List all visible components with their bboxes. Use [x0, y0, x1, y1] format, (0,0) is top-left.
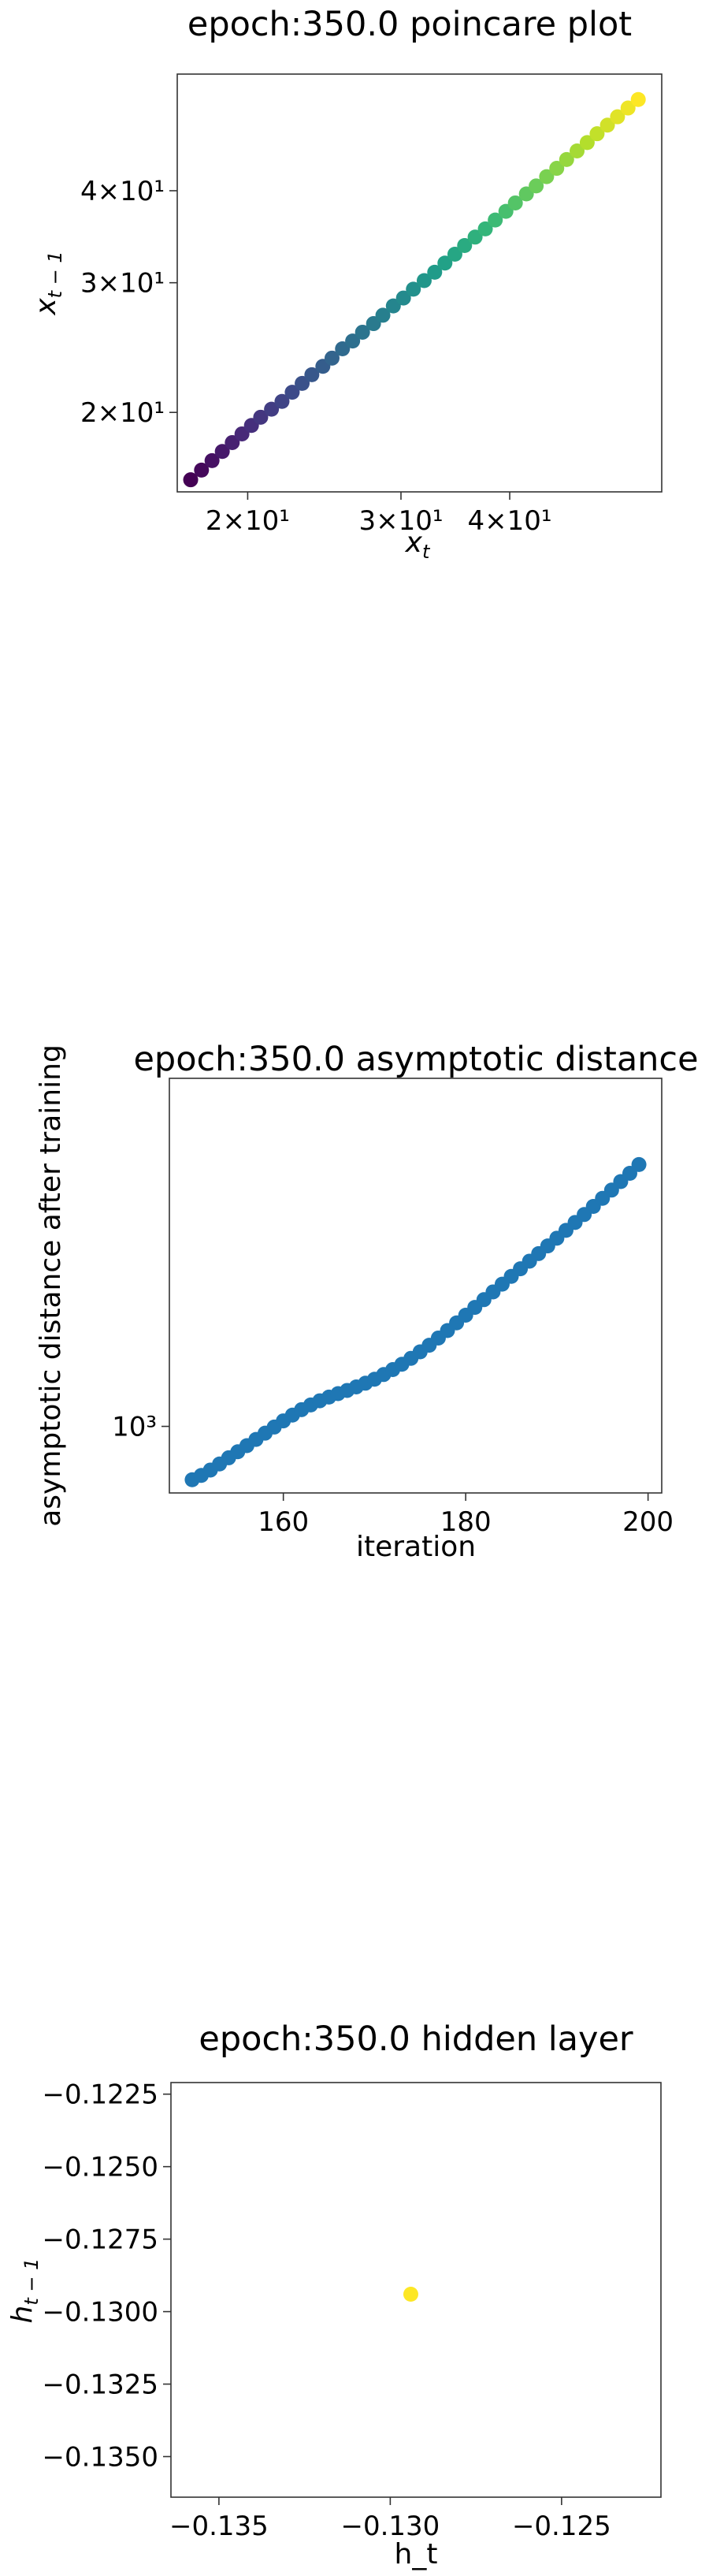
poincare-chart: epoch:350.0 poincare plot 2×10¹ 3×10¹ 4×10… — [30, 5, 663, 563]
poincare-point — [385, 298, 401, 314]
hidden-layer-title: epoch:350.0 hidden layer — [199, 2019, 633, 2059]
poincare-point — [253, 409, 269, 425]
poincare-points — [183, 91, 646, 488]
hidden-layer-y-tick-label: −0.1325 — [43, 2369, 158, 2401]
hidden-layer-x-tick-label: −0.135 — [169, 2511, 269, 2542]
asymptotic-chart: epoch:350.0 asymptotic distance 160 180 20… — [35, 1040, 699, 1563]
poincare-point — [570, 143, 585, 158]
hidden-layer-x-tick-label: −0.125 — [512, 2511, 611, 2542]
poincare-y-label: xt − 1 — [30, 251, 66, 315]
poincare-x-ticks: 2×10¹ 3×10¹ 4×10¹ — [206, 492, 552, 537]
poincare-point — [335, 341, 351, 357]
poincare-point — [225, 434, 240, 450]
poincare-point — [194, 462, 210, 478]
poincare-x-tick-label: 2×10¹ — [206, 505, 290, 537]
poincare-point — [395, 290, 411, 306]
hidden-layer-y-label: ht − 1 — [6, 2258, 43, 2324]
hidden-layer-y-tick-label: −0.1275 — [43, 2224, 158, 2256]
asymptotic-x-label: iteration — [356, 1531, 476, 1563]
poincare-point — [529, 178, 544, 194]
poincare-point — [204, 452, 220, 468]
hidden-layer-chart: epoch:350.0 hidden layer −0.135 −0.130 −0.… — [6, 2019, 662, 2570]
asymptotic-x-tick-label: 160 — [258, 1506, 309, 1538]
poincare-point — [427, 264, 443, 280]
poincare-point — [274, 393, 290, 409]
asymptotic-y-label: asymptotic distance after training — [35, 1044, 67, 1527]
asymptotic-y-tick-label: 10³ — [112, 1412, 157, 1443]
poincare-point — [610, 109, 625, 125]
poincare-point — [599, 117, 615, 133]
poincare-point — [214, 444, 230, 460]
poincare-point — [488, 212, 503, 228]
poincare-point — [354, 324, 370, 340]
poincare-point — [406, 281, 421, 297]
poincare-point — [447, 246, 462, 262]
asymptotic-point — [631, 1156, 647, 1172]
asymptotic-x-tick-label: 180 — [440, 1506, 492, 1538]
poincare-y-ticks: 2×10¹ 3×10¹ 4×10¹ — [80, 176, 177, 429]
poincare-point — [304, 367, 320, 382]
poincare-x-tick-label: 4×10¹ — [468, 505, 552, 537]
hidden-layer-y-tick-label: −0.1350 — [43, 2442, 158, 2474]
hidden-layer-y-tick-label: −0.1250 — [43, 2152, 158, 2183]
asymptotic-points — [184, 1156, 647, 1487]
poincare-y-tick-label: 2×10¹ — [80, 397, 165, 429]
poincare-point — [284, 385, 300, 400]
poincare-point — [559, 151, 574, 167]
hidden-layer-y-tick-label: −0.1300 — [43, 2297, 158, 2328]
poincare-point — [477, 221, 493, 236]
poincare-point — [457, 237, 473, 253]
poincare-point — [295, 375, 310, 391]
poincare-y-tick-label: 4×10¹ — [80, 176, 165, 207]
poincare-point — [549, 161, 565, 177]
hidden-layer-points — [403, 2287, 418, 2302]
hidden-layer-x-label: h_t — [395, 2538, 438, 2570]
hidden-layer-frame — [170, 2082, 662, 2498]
poincare-point — [620, 100, 636, 116]
poincare-title: epoch:350.0 poincare plot — [187, 5, 632, 44]
poincare-point — [467, 229, 483, 245]
poincare-point — [324, 350, 340, 366]
poincare-point — [507, 195, 523, 210]
poincare-frame — [176, 73, 663, 493]
poincare-point — [539, 169, 555, 184]
hidden-layer-x-ticks: −0.135 −0.130 −0.125 — [169, 2497, 611, 2542]
poincare-point — [264, 401, 280, 417]
hidden-layer-y-ticks: −0.1225 −0.1250 −0.1275 −0.1300 −0.1325 −0.13… — [43, 2079, 171, 2474]
hidden-layer-point — [403, 2287, 418, 2302]
hidden-layer-y-tick-label: −0.1225 — [43, 2079, 158, 2111]
poincare-x-label: xt — [405, 527, 431, 563]
poincare-point — [579, 135, 595, 151]
poincare-point — [375, 307, 391, 323]
asymptotic-title: epoch:350.0 asymptotic distance — [133, 1040, 698, 1079]
asymptotic-frame — [169, 1078, 663, 1494]
asymptotic-y-ticks: 10³ — [112, 1412, 169, 1443]
poincare-point — [437, 255, 453, 271]
poincare-point — [416, 273, 432, 288]
poincare-x-tick-label: 3×10¹ — [358, 505, 443, 537]
hidden-layer-x-tick-label: −0.130 — [340, 2511, 440, 2542]
poincare-y-tick-label: 3×10¹ — [80, 268, 165, 300]
poincare-point — [589, 126, 605, 142]
asymptotic-x-tick-label: 200 — [622, 1506, 674, 1538]
asymptotic-x-ticks: 160 180 200 — [258, 1493, 674, 1538]
poincare-point — [345, 333, 361, 349]
poincare-point — [183, 472, 199, 488]
poincare-point — [630, 91, 646, 107]
